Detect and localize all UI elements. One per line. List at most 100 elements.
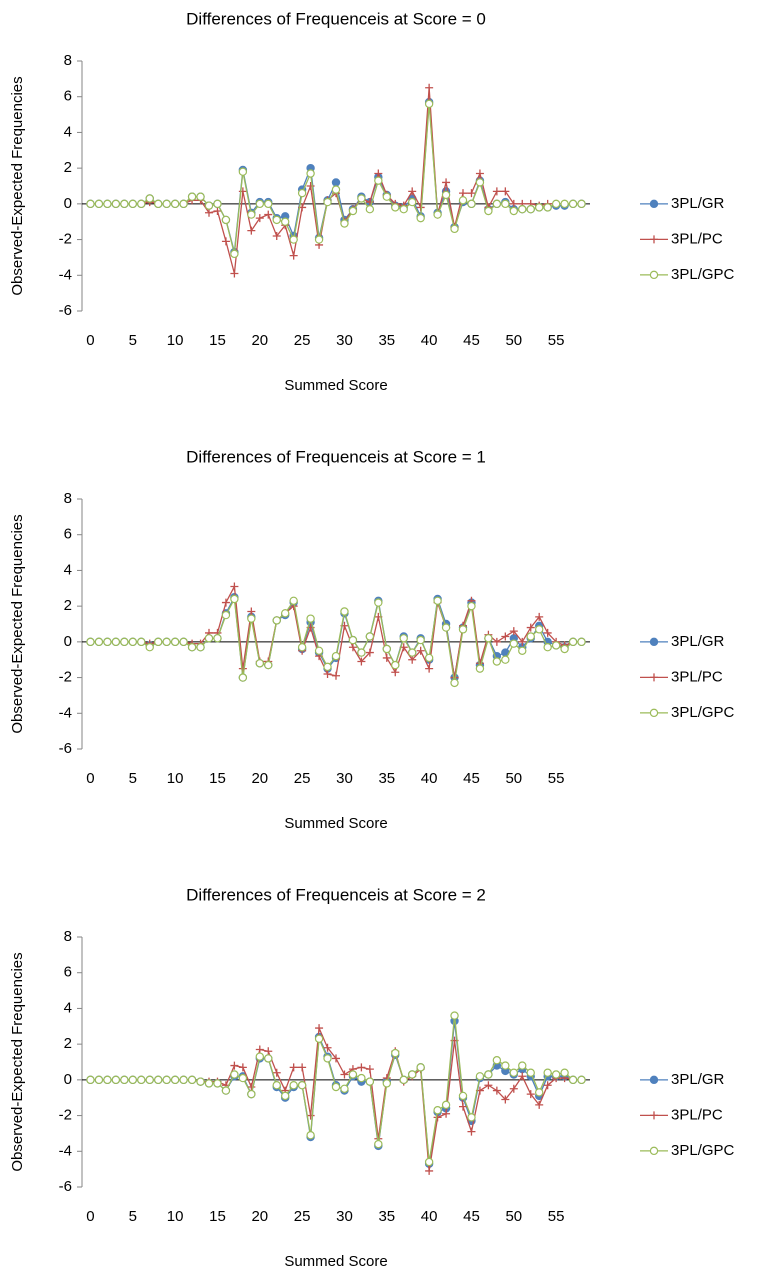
point	[348, 635, 358, 645]
point	[416, 1063, 425, 1072]
legend-label: 3PL/PC	[671, 1106, 723, 1123]
point	[526, 632, 535, 641]
point	[297, 1081, 307, 1090]
point	[408, 1070, 417, 1079]
point	[255, 1045, 264, 1054]
y-tick-label: 0	[64, 633, 72, 650]
point	[297, 188, 307, 198]
point	[120, 1075, 129, 1085]
point	[382, 653, 391, 662]
legend-label: 3PL/GR	[671, 1071, 725, 1088]
x-tick-label: 25	[294, 1208, 311, 1225]
chart-title: Differences of Frequenceis at Score = 2	[186, 885, 486, 904]
point	[137, 1075, 146, 1085]
point	[331, 1082, 341, 1092]
x-tick-label: 5	[129, 770, 137, 787]
point	[535, 1100, 544, 1109]
point	[128, 1075, 137, 1085]
point	[247, 1089, 256, 1099]
x-tick-label: 45	[463, 332, 480, 349]
point	[475, 178, 485, 187]
point	[238, 673, 248, 682]
point	[568, 637, 578, 647]
y-tick-label: 0	[64, 195, 72, 212]
point	[543, 1081, 552, 1090]
series-line	[90, 102, 582, 253]
point	[526, 205, 535, 214]
point	[238, 1073, 248, 1083]
chart-title: Differences of Frequenceis at Score = 0	[186, 9, 486, 28]
point	[128, 637, 137, 647]
point	[323, 662, 332, 672]
point	[501, 1061, 510, 1070]
point	[509, 206, 518, 216]
x-axis-label: Summed Score	[284, 815, 387, 832]
point	[391, 660, 400, 670]
point	[458, 1091, 468, 1101]
point	[441, 1100, 451, 1110]
point	[238, 167, 248, 176]
x-tick-label: 20	[251, 1208, 268, 1225]
point	[315, 1024, 324, 1033]
legend-marker	[649, 1146, 659, 1156]
point	[416, 213, 425, 223]
point	[230, 249, 239, 259]
point	[340, 607, 349, 616]
x-tick-label: 15	[209, 1208, 226, 1225]
point	[424, 653, 434, 663]
y-tick-label: 2	[64, 597, 72, 614]
point	[543, 203, 552, 212]
point	[425, 664, 434, 673]
point	[340, 219, 349, 228]
point	[94, 637, 104, 647]
point	[518, 637, 527, 646]
y-tick-label: 8	[64, 928, 72, 945]
x-tick-label: 55	[548, 1208, 565, 1225]
point	[382, 192, 391, 201]
point	[408, 655, 417, 664]
point	[289, 251, 298, 260]
point	[153, 637, 163, 647]
point	[484, 206, 493, 216]
point	[289, 235, 298, 244]
y-tick-label: 8	[64, 490, 72, 507]
legend-label: 3PL/GPC	[671, 266, 735, 283]
point	[255, 199, 264, 209]
point	[551, 641, 561, 650]
point	[86, 637, 95, 647]
point	[272, 215, 281, 225]
point	[492, 637, 501, 646]
point	[399, 634, 408, 643]
point	[492, 657, 502, 666]
point	[518, 1061, 527, 1070]
point	[332, 671, 340, 680]
point	[509, 1084, 518, 1093]
point	[187, 192, 197, 201]
point	[230, 1070, 239, 1079]
point	[196, 1077, 205, 1086]
point	[357, 657, 366, 666]
point	[492, 1056, 502, 1065]
point	[281, 217, 290, 226]
legend-marker	[649, 708, 659, 718]
point	[357, 1073, 366, 1083]
point	[408, 187, 417, 196]
x-tick-label: 45	[463, 1208, 480, 1225]
point	[450, 224, 459, 234]
x-tick-label: 30	[336, 770, 353, 787]
point	[297, 643, 307, 652]
y-tick-label: -4	[59, 1142, 72, 1159]
legend-marker	[649, 270, 659, 280]
x-tick-label: 40	[421, 770, 438, 787]
point	[475, 169, 484, 178]
y-tick-label: -2	[59, 669, 72, 686]
y-tick-label: -2	[59, 231, 72, 248]
point	[442, 1109, 451, 1118]
point	[501, 655, 510, 664]
point	[264, 1054, 273, 1063]
point	[170, 1075, 180, 1085]
point	[365, 648, 374, 657]
x-tick-label: 55	[548, 770, 565, 787]
point	[204, 634, 214, 643]
